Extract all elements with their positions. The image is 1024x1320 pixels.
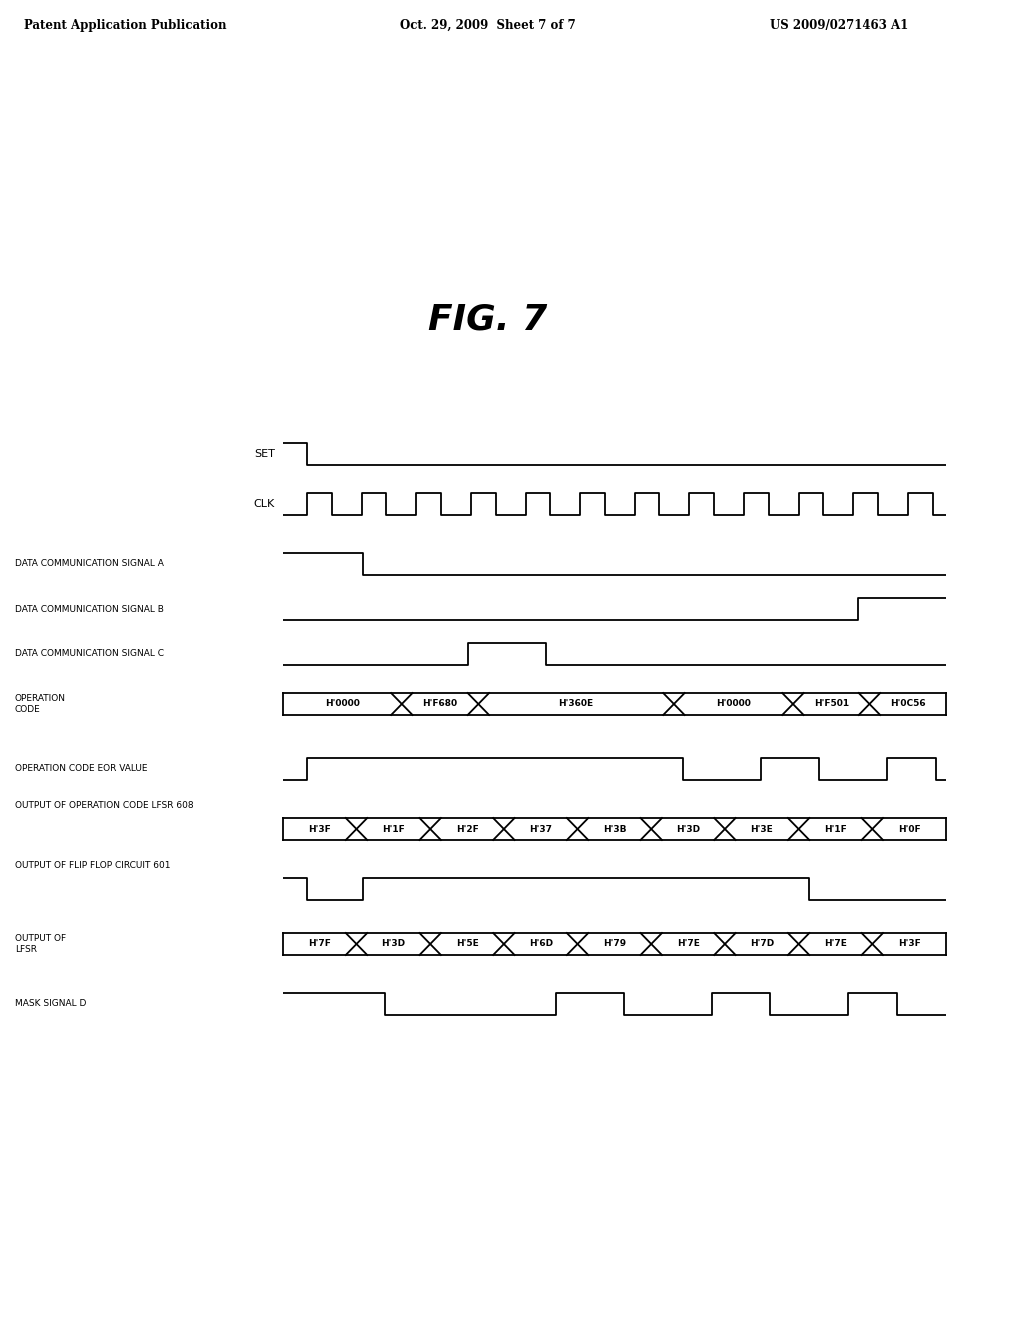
Text: H'7D: H'7D bbox=[750, 940, 774, 949]
Text: H'0000: H'0000 bbox=[716, 700, 751, 709]
Text: H'3B: H'3B bbox=[603, 825, 626, 833]
Text: H'2F: H'2F bbox=[456, 825, 478, 833]
Text: OUTPUT OF FLIP FLOP CIRCUIT 601: OUTPUT OF FLIP FLOP CIRCUIT 601 bbox=[14, 861, 170, 870]
Text: H'360E: H'360E bbox=[558, 700, 594, 709]
Text: DATA COMMUNICATION SIGNAL A: DATA COMMUNICATION SIGNAL A bbox=[14, 560, 164, 569]
Text: OUTPUT OF OPERATION CODE LFSR 608: OUTPUT OF OPERATION CODE LFSR 608 bbox=[14, 801, 194, 810]
Text: H'3E: H'3E bbox=[751, 825, 773, 833]
Text: H'1F: H'1F bbox=[824, 825, 847, 833]
Text: H'3F: H'3F bbox=[308, 825, 331, 833]
Text: H'37: H'37 bbox=[529, 825, 552, 833]
Text: H'7E: H'7E bbox=[824, 940, 847, 949]
Text: H'F680: H'F680 bbox=[423, 700, 458, 709]
Text: H'7F: H'7F bbox=[308, 940, 331, 949]
Text: H'0F: H'0F bbox=[898, 825, 921, 833]
Text: OUTPUT OF
LFSR: OUTPUT OF LFSR bbox=[14, 935, 66, 954]
Text: H'3F: H'3F bbox=[898, 940, 921, 949]
Text: H'7E: H'7E bbox=[677, 940, 699, 949]
Text: H'3D: H'3D bbox=[676, 825, 700, 833]
Text: H'6D: H'6D bbox=[528, 940, 553, 949]
Text: Patent Application Publication: Patent Application Publication bbox=[25, 18, 227, 32]
Text: OPERATION
CODE: OPERATION CODE bbox=[14, 694, 66, 714]
Text: MASK SIGNAL D: MASK SIGNAL D bbox=[14, 999, 86, 1008]
Text: H'0C56: H'0C56 bbox=[890, 700, 926, 709]
Text: DATA COMMUNICATION SIGNAL B: DATA COMMUNICATION SIGNAL B bbox=[14, 605, 164, 614]
Text: OPERATION CODE EOR VALUE: OPERATION CODE EOR VALUE bbox=[14, 764, 147, 774]
Text: FIG. 7: FIG. 7 bbox=[428, 304, 547, 337]
Text: CLK: CLK bbox=[254, 499, 275, 510]
Text: US 2009/0271463 A1: US 2009/0271463 A1 bbox=[770, 18, 908, 32]
Text: H'3D: H'3D bbox=[381, 940, 406, 949]
Text: H'0000: H'0000 bbox=[325, 700, 359, 709]
Text: H'5E: H'5E bbox=[456, 940, 478, 949]
Text: H'1F: H'1F bbox=[382, 825, 404, 833]
Text: Oct. 29, 2009  Sheet 7 of 7: Oct. 29, 2009 Sheet 7 of 7 bbox=[399, 18, 575, 32]
Text: SET: SET bbox=[254, 449, 275, 459]
Text: H'F501: H'F501 bbox=[814, 700, 849, 709]
Text: H'79: H'79 bbox=[603, 940, 626, 949]
Text: DATA COMMUNICATION SIGNAL C: DATA COMMUNICATION SIGNAL C bbox=[14, 649, 164, 659]
